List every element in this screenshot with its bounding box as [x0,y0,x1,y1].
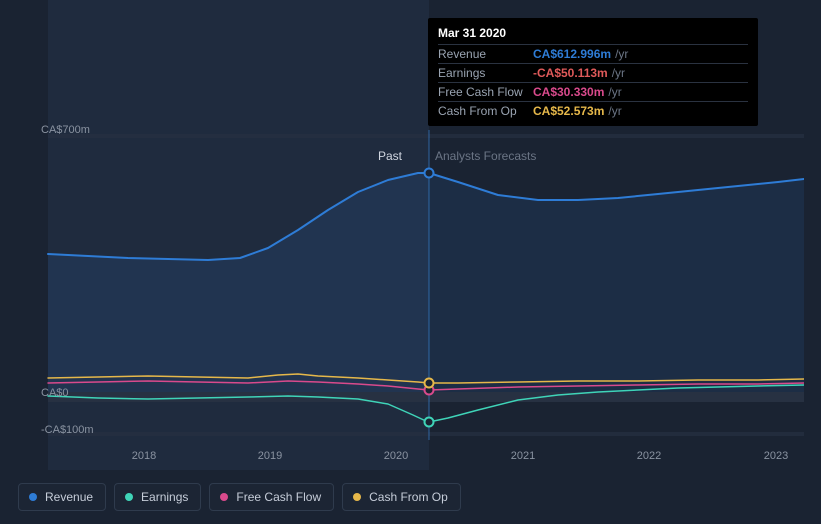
legend-item-fcf[interactable]: Free Cash Flow [209,483,334,511]
y-axis-tick: -CA$100m [41,424,94,436]
tooltip-row: Earnings-CA$50.113m/yr [438,63,748,82]
tooltip-row-value: CA$612.996m [533,47,611,61]
legend-item-label: Cash From Op [369,490,448,504]
past-label: Past [378,149,402,163]
x-axis-tick: 2023 [764,450,788,462]
y-axis-tick: CA$700m [41,124,90,136]
chart-tooltip: Mar 31 2020 RevenueCA$612.996m/yrEarning… [428,18,758,126]
legend-item-revenue[interactable]: Revenue [18,483,106,511]
tooltip-row: Cash From OpCA$52.573m/yr [438,101,748,120]
legend-item-earnings[interactable]: Earnings [114,483,201,511]
tooltip-row: Free Cash FlowCA$30.330m/yr [438,82,748,101]
tooltip-row-value: CA$30.330m [533,85,604,99]
x-axis-tick: 2022 [637,450,661,462]
legend-dot-icon [353,493,361,501]
x-axis-tick: 2018 [132,450,156,462]
tooltip-row-unit: /yr [612,66,625,80]
tooltip-row-label: Earnings [438,66,533,80]
legend-item-label: Revenue [45,490,93,504]
tooltip-row-label: Free Cash Flow [438,85,533,99]
tooltip-row-value: CA$52.573m [533,104,604,118]
tooltip-row-label: Cash From Op [438,104,533,118]
legend-item-label: Earnings [141,490,188,504]
legend-dot-icon [125,493,133,501]
x-axis-tick: 2020 [384,450,408,462]
tooltip-row-label: Revenue [438,47,533,61]
chart-legend: Revenue Earnings Free Cash Flow Cash From O… [18,483,461,511]
x-axis-tick: 2021 [511,450,535,462]
tooltip-date: Mar 31 2020 [438,26,748,44]
legend-item-label: Free Cash Flow [236,490,321,504]
x-axis-tick: 2019 [258,450,282,462]
legend-dot-icon [220,493,228,501]
y-axis-tick: CA$0 [41,387,69,399]
tooltip-row: RevenueCA$612.996m/yr [438,44,748,63]
tooltip-row-unit: /yr [608,104,621,118]
tooltip-row-unit: /yr [615,47,628,61]
legend-item-cfo[interactable]: Cash From Op [342,483,461,511]
legend-dot-icon [29,493,37,501]
forecast-label: Analysts Forecasts [435,149,536,163]
tooltip-row-unit: /yr [608,85,621,99]
tooltip-row-value: -CA$50.113m [533,66,608,80]
